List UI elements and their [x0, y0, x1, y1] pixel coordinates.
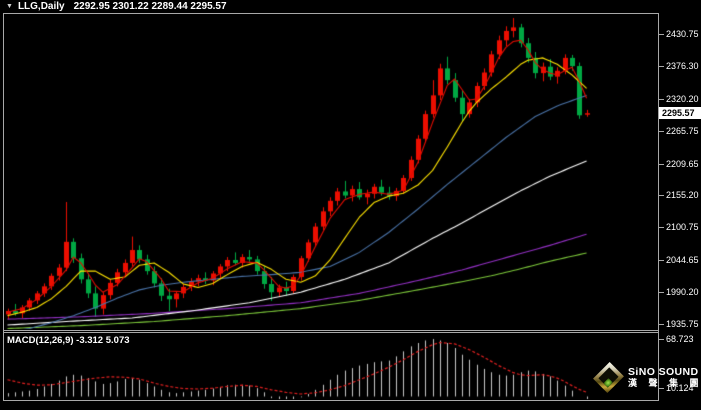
- price-axis-label: 2100.75: [666, 222, 699, 232]
- left-panel-border: [3, 13, 4, 401]
- price-axis-label: 2376.30: [666, 61, 699, 71]
- axis-tick: [659, 66, 664, 67]
- axis-tick: [659, 34, 664, 35]
- price-axis-label: 2155.20: [666, 190, 699, 200]
- axis-tick: [659, 260, 664, 261]
- macd-axis-label: 10.124: [666, 383, 694, 393]
- brand-name-chinese: 漢 聲 集 團: [628, 378, 701, 388]
- diamond-logo-core: [603, 378, 613, 388]
- symbol-timeframe-label: LLG,Daily: [17, 1, 65, 12]
- price-axis-label: 2320.20: [666, 94, 699, 104]
- chart-title-bar: ▼ LLG,Daily 2292.95 2301.22 2289.44 2295…: [6, 1, 227, 12]
- macd-axis-label: 68.723: [666, 334, 694, 344]
- price-axis-label: 2209.65: [666, 159, 699, 169]
- axis-tick: [659, 131, 664, 132]
- price-axis-label: 1935.75: [666, 319, 699, 329]
- collapse-chevron-icon[interactable]: ▼: [6, 3, 13, 10]
- axis-tick: [659, 164, 664, 165]
- axis-tick: [659, 292, 664, 293]
- price-axis-line: [658, 13, 659, 401]
- brand-watermark: SiNO SOUND 漢 聲 集 團: [593, 362, 701, 393]
- price-axis-label: 2044.65: [666, 255, 699, 265]
- price-axis-label: 2430.75: [666, 29, 699, 39]
- axis-tick: [659, 99, 664, 100]
- current-price-tag: 2295.57: [659, 107, 701, 119]
- panel-separator-top[interactable]: [3, 330, 659, 331]
- axis-tick: [659, 339, 664, 340]
- macd-indicator-label: MACD(12,26,9) -3.312 5.073: [7, 335, 130, 346]
- price-axis-label: 1990.20: [666, 287, 699, 297]
- ohlc-values-label: 2292.95 2301.22 2289.44 2295.57: [73, 1, 227, 12]
- bottom-panel-border: [3, 400, 659, 401]
- axis-tick: [659, 195, 664, 196]
- axis-tick: [659, 227, 664, 228]
- price-axis-label: 2265.75: [666, 126, 699, 136]
- diamond-logo-inner: [598, 367, 619, 388]
- sino-sound-diamond-logo-icon: [593, 362, 624, 393]
- axis-tick: [659, 324, 664, 325]
- axis-tick: [659, 388, 664, 389]
- panel-separator-bottom[interactable]: [3, 332, 659, 333]
- top-panel-border: [3, 13, 659, 14]
- brand-name: SiNO SOUND: [628, 366, 699, 378]
